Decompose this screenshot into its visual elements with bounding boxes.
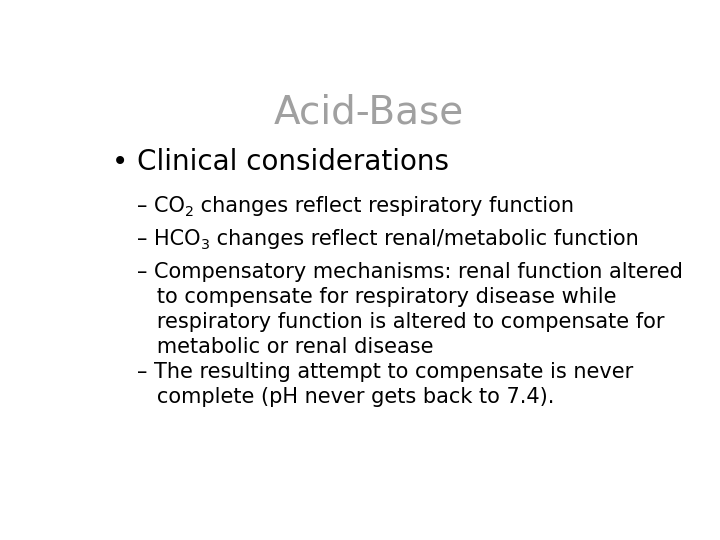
Text: changes reflect respiratory function: changes reflect respiratory function xyxy=(194,196,574,216)
Text: 2: 2 xyxy=(185,205,194,219)
Text: Acid-Base: Acid-Base xyxy=(274,94,464,132)
Text: – HCO: – HCO xyxy=(138,229,201,249)
Text: – Compensatory mechanisms: renal function altered
   to compensate for respirato: – Compensatory mechanisms: renal functio… xyxy=(138,262,683,357)
Text: – The resulting attempt to compensate is never
   complete (pH never gets back t: – The resulting attempt to compensate is… xyxy=(138,362,634,407)
Text: • Clinical considerations: • Clinical considerations xyxy=(112,148,449,176)
Text: changes reflect renal/metabolic function: changes reflect renal/metabolic function xyxy=(210,229,639,249)
Text: 3: 3 xyxy=(201,238,210,252)
Text: – CO: – CO xyxy=(138,196,185,216)
